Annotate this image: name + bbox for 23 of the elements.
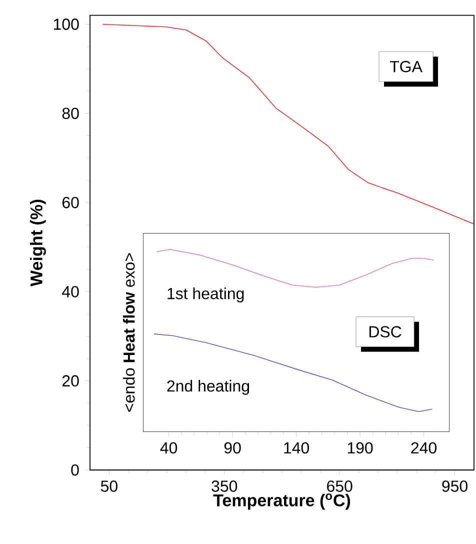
x-tick-label: 50 [100, 480, 118, 492]
y-tick-label: 100 [54, 18, 79, 30]
y-axis-title: <endo Heat flow exo> [123, 253, 135, 412]
line-series [102, 24, 474, 224]
x-tick-label: 650 [327, 480, 352, 492]
annotation: TGA [390, 60, 422, 72]
x-axis-title: Temperature ($^{o}$C) [213, 494, 350, 510]
x-tick-label: 350 [212, 480, 238, 492]
y-tick-label: 80 [62, 108, 79, 120]
y-axis-title: Weight (%) [30, 200, 46, 286]
y-tick-label: 40 [62, 286, 79, 298]
series-label: 2nd heating [167, 380, 250, 395]
x-tick-label: 40 [160, 442, 178, 454]
x-tick-label: 240 [411, 442, 436, 454]
series-label: 1st heating [168, 287, 244, 302]
y-tick-label: 60 [62, 196, 79, 208]
x-tick-label: 950 [442, 480, 468, 492]
y-tick-label: 0 [71, 464, 79, 476]
x-tick-label: 90 [224, 442, 241, 454]
y-tick-label: 20 [62, 375, 79, 387]
x-tick-label: 190 [348, 442, 373, 454]
x-tick-label: 140 [284, 442, 310, 454]
annotation: DSC [369, 326, 402, 338]
